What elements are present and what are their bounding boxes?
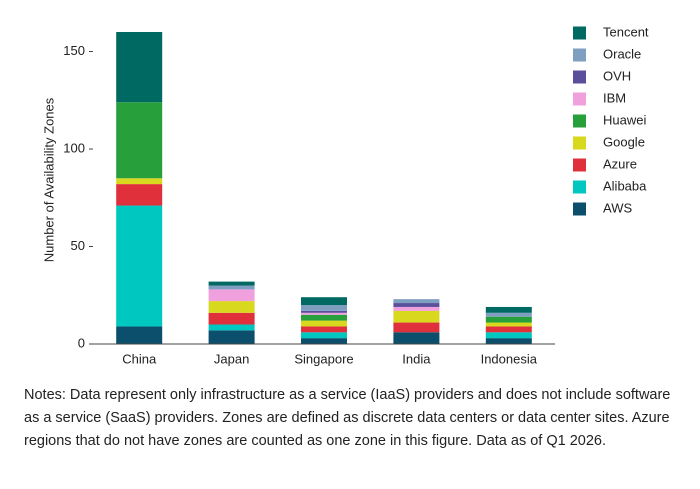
bar-segment bbox=[393, 306, 440, 311]
legend-swatch bbox=[573, 202, 586, 216]
bar-segment bbox=[116, 32, 163, 103]
bar-segment bbox=[116, 184, 163, 206]
bar-segment bbox=[208, 324, 255, 331]
y-tick-label: 50 bbox=[71, 238, 85, 253]
legend-label: Google bbox=[603, 134, 645, 149]
x-tick-label: Japan bbox=[214, 351, 249, 366]
legend-label: Oracle bbox=[603, 46, 641, 61]
bar-segment bbox=[485, 338, 532, 344]
bar-segment bbox=[208, 312, 255, 325]
bar-segment bbox=[301, 314, 347, 321]
legend-label: Alibaba bbox=[603, 178, 647, 193]
x-tick-label: Indonesia bbox=[481, 351, 538, 366]
bar-segment bbox=[116, 178, 163, 185]
bar-segment bbox=[116, 326, 163, 344]
bar-segment bbox=[393, 310, 440, 323]
y-tick-label: 100 bbox=[63, 140, 85, 155]
bar-segment bbox=[393, 299, 440, 304]
bar-segment bbox=[393, 332, 440, 344]
bar-segment bbox=[301, 332, 347, 339]
bar-segment bbox=[485, 312, 532, 317]
x-tick-label: China bbox=[122, 351, 157, 366]
notes: Notes: Data represent only infrastructur… bbox=[24, 387, 671, 449]
legend-swatch bbox=[573, 180, 586, 194]
bar-segment bbox=[301, 310, 347, 313]
legend-label: OVH bbox=[603, 68, 631, 83]
y-tick-label: 150 bbox=[63, 43, 85, 58]
bar-segment bbox=[208, 330, 255, 344]
bar-segment bbox=[301, 326, 347, 333]
bar-segment bbox=[301, 320, 347, 327]
x-tick-label: Singapore bbox=[294, 351, 353, 366]
y-tick-label: 0 bbox=[78, 335, 85, 350]
legend-swatch bbox=[573, 136, 586, 150]
chart: Number of Availability Zones 0 50 100 150 Ch… bbox=[41, 24, 649, 366]
bar-segment bbox=[301, 338, 347, 344]
legend-label: IBM bbox=[603, 90, 626, 105]
legend-swatch bbox=[573, 158, 586, 172]
bar-segment bbox=[208, 301, 255, 313]
legend-swatch bbox=[573, 48, 586, 62]
bar-segment bbox=[485, 332, 532, 339]
bar-segment bbox=[208, 289, 255, 302]
bar-segment bbox=[393, 322, 440, 333]
bar-segment bbox=[301, 305, 347, 311]
x-tick-label: India bbox=[402, 351, 431, 366]
legend-label: Tencent bbox=[603, 24, 649, 39]
bar-segment bbox=[393, 303, 440, 307]
legend-swatch bbox=[573, 70, 586, 84]
bar-segment bbox=[208, 285, 255, 290]
legend-swatch bbox=[573, 92, 586, 106]
bar-segment bbox=[116, 102, 163, 179]
bar-segment bbox=[485, 326, 532, 333]
y-axis-label: Number of Availability Zones bbox=[41, 97, 56, 262]
legend-swatch bbox=[573, 26, 586, 40]
bar-segment bbox=[116, 205, 163, 327]
bar-segment bbox=[208, 281, 255, 286]
legend-label: Azure bbox=[603, 156, 637, 171]
bar-segment bbox=[301, 312, 347, 315]
legend-swatch bbox=[573, 114, 586, 128]
bar-segment bbox=[485, 316, 532, 323]
legend-label: AWS bbox=[603, 200, 632, 215]
bar-segment bbox=[485, 322, 532, 327]
bar-segment bbox=[485, 306, 532, 313]
legend-label: Huawei bbox=[603, 112, 646, 127]
bar-segment bbox=[301, 297, 347, 305]
